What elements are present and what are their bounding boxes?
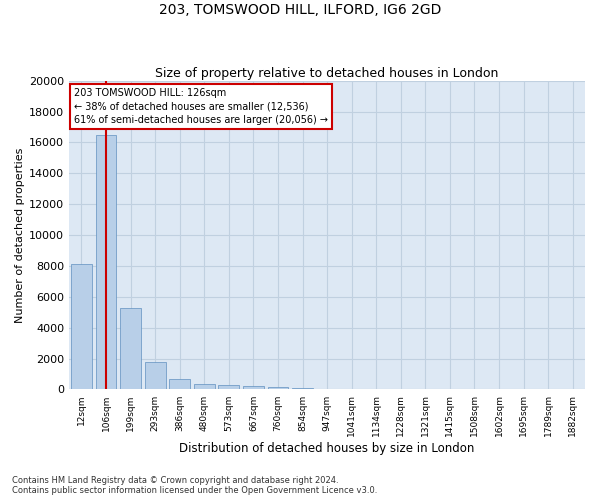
Bar — [218, 386, 239, 390]
Text: 203, TOMSWOOD HILL, ILFORD, IG6 2GD: 203, TOMSWOOD HILL, ILFORD, IG6 2GD — [159, 2, 441, 16]
Bar — [292, 388, 313, 390]
Text: Contains HM Land Registry data © Crown copyright and database right 2024.
Contai: Contains HM Land Registry data © Crown c… — [12, 476, 377, 495]
Bar — [95, 134, 116, 390]
Bar — [71, 264, 92, 390]
Bar — [194, 384, 215, 390]
Title: Size of property relative to detached houses in London: Size of property relative to detached ho… — [155, 66, 499, 80]
Bar — [169, 378, 190, 390]
Text: 203 TOMSWOOD HILL: 126sqm
← 38% of detached houses are smaller (12,536)
61% of s: 203 TOMSWOOD HILL: 126sqm ← 38% of detac… — [74, 88, 328, 125]
Bar — [243, 386, 264, 390]
Bar — [145, 362, 166, 390]
X-axis label: Distribution of detached houses by size in London: Distribution of detached houses by size … — [179, 442, 475, 455]
Y-axis label: Number of detached properties: Number of detached properties — [15, 148, 25, 323]
Bar — [268, 387, 289, 390]
Bar — [120, 308, 141, 390]
